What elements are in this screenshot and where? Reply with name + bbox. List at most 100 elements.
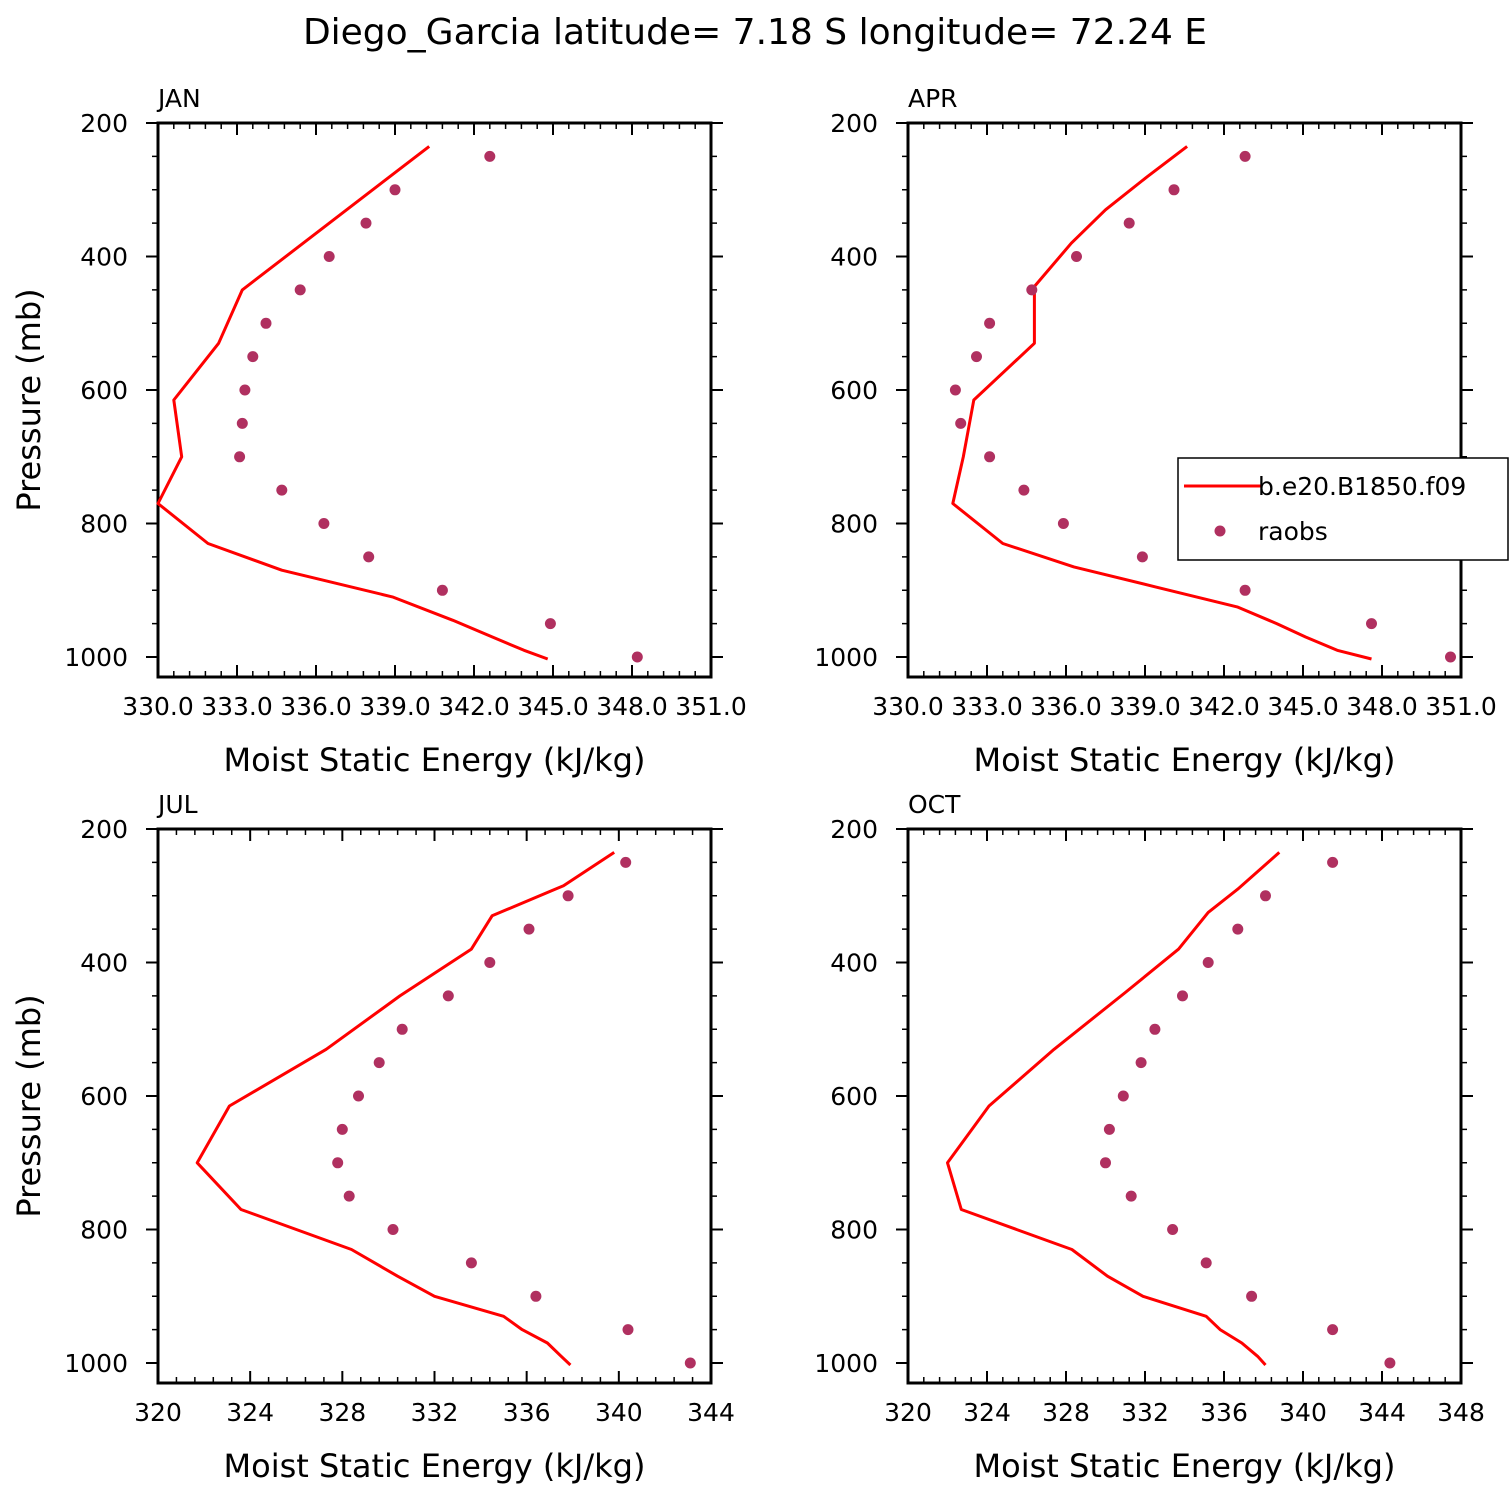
figure-title: Diego_Garcia latitude= 7.18 S longitude=… — [303, 12, 1207, 53]
x-tick-label: 320 — [884, 1398, 932, 1427]
y-tick-label: 800 — [830, 1216, 878, 1245]
raobs-point — [318, 518, 330, 529]
raobs-point — [484, 150, 496, 162]
model-line — [951, 145, 1372, 661]
raobs-point — [1445, 651, 1456, 663]
panel-oct: 320 324 328 332 336 340 344 348 200 400 600 800 1000… — [814, 790, 1484, 1485]
raobs-point — [1239, 150, 1251, 162]
raobs-point — [387, 1224, 399, 1235]
y-tick-label: 400 — [80, 243, 128, 272]
legend-label: raobs — [1258, 517, 1328, 546]
model-line — [946, 851, 1281, 1367]
y-tick-label: 1000 — [64, 1349, 128, 1378]
raobs-point — [389, 184, 401, 196]
raobs-point — [1117, 1090, 1129, 1102]
raobs-point — [1057, 518, 1069, 529]
x-axis-label: Moist Static Energy (kJ/kg) — [224, 741, 646, 779]
panel-label: OCT — [908, 790, 961, 819]
raobs-point — [631, 651, 643, 663]
raobs-point — [360, 217, 372, 229]
raobs-point — [247, 351, 259, 363]
x-tick-label: 339.0 — [1109, 692, 1181, 721]
raobs-point — [1327, 1324, 1339, 1336]
legend-marker-swatch — [1214, 525, 1226, 537]
x-tick-label: 348.0 — [1346, 692, 1418, 721]
x-tick-label: 348.0 — [596, 692, 668, 721]
x-tick-label: 336.0 — [1030, 692, 1102, 721]
x-tick-label: 339.0 — [359, 692, 431, 721]
raobs-point — [236, 417, 248, 429]
plot-frame — [156, 121, 713, 679]
raobs-point — [294, 284, 306, 296]
raobs-point — [984, 451, 996, 463]
raobs-point — [353, 1090, 364, 1102]
raobs-point — [1260, 890, 1271, 902]
x-tick-label: 345.0 — [517, 692, 589, 721]
raobs-point — [684, 1357, 696, 1369]
raobs-point — [336, 1123, 348, 1135]
y-tick-label: 600 — [830, 376, 878, 405]
x-tick-label: 340 — [1279, 1398, 1327, 1427]
raobs-point — [343, 1190, 355, 1202]
raobs-point — [484, 957, 496, 968]
y-tick-label: 800 — [830, 510, 878, 539]
y-axis-label: Pressure (mb) — [10, 994, 48, 1217]
model-line — [195, 851, 616, 1367]
raobs-point — [332, 1157, 344, 1169]
x-tick-label: 324 — [226, 1398, 274, 1427]
panel-jan: 330.0 333.0 336.0 339.0 342.0 345.0 348.0 351.0… — [10, 84, 747, 779]
raobs-point — [1136, 551, 1148, 563]
y-tick-label: 200 — [830, 109, 878, 138]
y-tick-label: 600 — [830, 1082, 878, 1111]
raobs-point — [1239, 584, 1251, 596]
panel-jul: 320 324 328 332 336 340 344 200 400 600 800 1000 JUL… — [10, 790, 735, 1485]
raobs-point — [1100, 1157, 1111, 1169]
plot-frame — [156, 827, 713, 1385]
raobs-point — [1327, 856, 1339, 868]
x-tick-label: 351.0 — [675, 692, 747, 721]
raobs-point — [1149, 1023, 1161, 1035]
y-tick-label: 1000 — [64, 643, 128, 672]
panel-apr: 330.0 333.0 336.0 339.0 342.0 345.0 348.0 351.0… — [814, 84, 1509, 779]
raobs-point — [1168, 184, 1180, 196]
x-tick-label: 332 — [411, 1398, 459, 1427]
raobs-point — [1246, 1290, 1258, 1302]
raobs-point — [1135, 1057, 1147, 1069]
raobs-point — [1202, 957, 1214, 968]
raobs-point — [436, 584, 448, 596]
legend-box — [1177, 457, 1509, 561]
x-tick-label: 333.0 — [951, 692, 1023, 721]
raobs-point — [530, 1290, 542, 1302]
model-line — [156, 145, 549, 661]
x-tick-label: 328 — [318, 1398, 366, 1427]
x-tick-label: 336.0 — [280, 692, 352, 721]
x-tick-label: 342.0 — [438, 692, 510, 721]
raobs-point — [562, 890, 574, 902]
x-tick-label: 336 — [503, 1398, 551, 1427]
y-tick-label: 1000 — [814, 1349, 878, 1378]
raobs-point — [1366, 618, 1377, 630]
raobs-point — [234, 451, 246, 463]
panel-label: APR — [908, 84, 958, 113]
raobs-point — [622, 1324, 634, 1336]
raobs-point — [1384, 1357, 1396, 1369]
x-tick-label: 332 — [1121, 1398, 1169, 1427]
raobs-point — [239, 384, 251, 396]
raobs-point — [523, 923, 535, 935]
raobs-point — [1071, 251, 1082, 262]
raobs-point — [620, 856, 632, 868]
raobs-point — [984, 317, 996, 329]
y-tick-label: 200 — [830, 815, 878, 844]
raobs-point — [396, 1023, 408, 1035]
x-tick-label: 324 — [963, 1398, 1011, 1427]
raobs-point — [363, 551, 375, 563]
raobs-point — [1125, 1190, 1137, 1202]
raobs-point — [949, 384, 961, 396]
x-axis-label: Moist Static Energy (kJ/kg) — [974, 741, 1396, 779]
y-tick-label: 600 — [80, 1082, 128, 1111]
y-tick-label: 400 — [80, 949, 128, 978]
x-tick-label: 345.0 — [1267, 692, 1339, 721]
raobs-point — [1026, 284, 1038, 296]
plot-frame — [906, 827, 1463, 1385]
